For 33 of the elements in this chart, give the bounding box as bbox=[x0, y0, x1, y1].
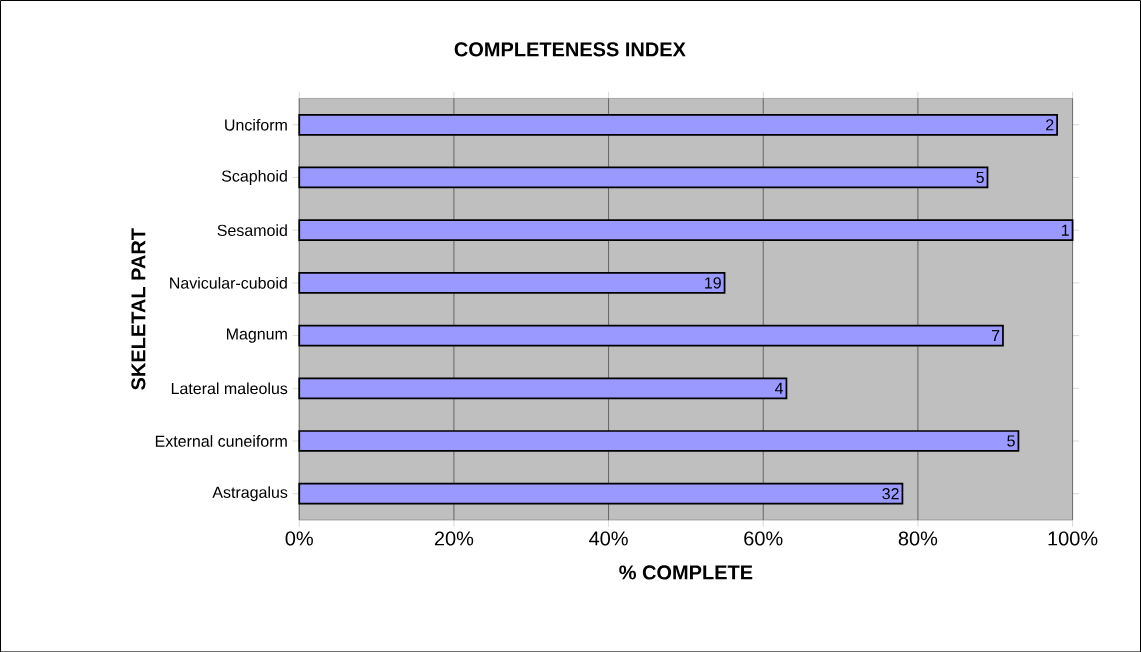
x-tick-label: 60% bbox=[744, 531, 783, 546]
y-tick-label: Sesamoid bbox=[217, 224, 287, 236]
bar bbox=[298, 113, 1058, 136]
x-tick-label: 100% bbox=[1048, 531, 1098, 546]
y-tick-label: Lateral maleolus bbox=[171, 382, 288, 394]
x-tick-label: 20% bbox=[434, 531, 474, 546]
y-tick-label: Astragalus bbox=[212, 486, 288, 501]
annotation: 19 bbox=[705, 277, 721, 289]
bar bbox=[298, 429, 1020, 452]
bar bbox=[298, 377, 788, 399]
x-tick-label: 40% bbox=[589, 531, 628, 546]
bar bbox=[298, 324, 1004, 347]
annotation: 32 bbox=[882, 487, 899, 500]
annotation: 7 bbox=[991, 329, 1000, 341]
y-tick-label: Scaphoid bbox=[221, 169, 287, 185]
annotation: 5 bbox=[1007, 435, 1015, 447]
y-tick-label: Unciform bbox=[225, 118, 287, 131]
annotation: 1 bbox=[1061, 224, 1069, 236]
bar bbox=[298, 166, 989, 189]
bar bbox=[298, 271, 726, 294]
y-tick-label: External cuneiform bbox=[155, 434, 287, 447]
bar bbox=[298, 482, 904, 505]
chart-title: COMPLETENESS INDEX bbox=[454, 42, 686, 57]
annotation: 4 bbox=[774, 382, 784, 394]
annotation: 5 bbox=[976, 171, 984, 183]
annotation: 2 bbox=[1046, 118, 1054, 131]
x-tick-label: 0% bbox=[285, 531, 313, 546]
x-axis-title: % COMPLETE bbox=[619, 565, 753, 580]
y-axis-title: SKELETAL PART bbox=[131, 228, 146, 390]
y-tick-label: Navicular-cuboid bbox=[170, 276, 287, 289]
x-tick-label: 80% bbox=[898, 531, 938, 546]
bar bbox=[298, 219, 1074, 241]
y-tick-label: Magnum bbox=[227, 328, 287, 343]
